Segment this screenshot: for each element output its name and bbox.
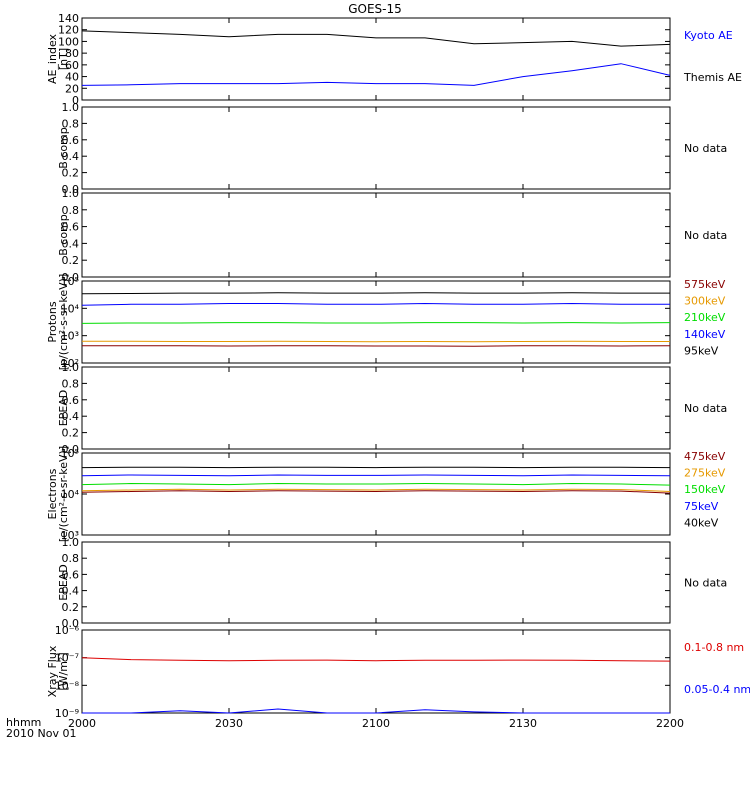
legend-entry: 210keV bbox=[684, 311, 726, 324]
y-axis-label: [e/(cm²-s-sr-keV)] bbox=[57, 446, 70, 542]
y-tick-label: 120 bbox=[58, 24, 79, 37]
legend-entry: 150keV bbox=[684, 483, 726, 496]
panel-4: 10²10³10⁴10⁵Protons[p/(cm²-s-sr-keV)]575… bbox=[46, 274, 726, 371]
y-axis-label: [nT] bbox=[57, 48, 70, 70]
y-tick-label: 20 bbox=[65, 82, 79, 95]
page-title: GOES-15 bbox=[348, 2, 402, 16]
y-axis-label: B comp bbox=[57, 127, 70, 169]
y-axis-label: [W/m²] bbox=[57, 652, 70, 690]
x-tick-label: 2030 bbox=[215, 717, 243, 730]
legend-entry: 75keV bbox=[684, 500, 719, 513]
x-tick-label: 2130 bbox=[509, 717, 537, 730]
series-line-210keV bbox=[82, 323, 670, 324]
series-line-Themis-AE bbox=[82, 31, 670, 46]
y-tick-label: 0.2 bbox=[62, 601, 80, 614]
y-tick-label: 0.8 bbox=[62, 552, 80, 565]
x-tick-label: 2100 bbox=[362, 717, 390, 730]
y-tick-label: 1.0 bbox=[62, 101, 80, 114]
y-tick-label: 1.0 bbox=[62, 536, 80, 549]
series-line-150keV bbox=[82, 484, 670, 486]
panel-frame bbox=[82, 367, 670, 449]
legend-entry: 300keV bbox=[684, 295, 726, 308]
y-tick-label: 40 bbox=[65, 71, 79, 84]
series-line-Kyoto-AE bbox=[82, 64, 670, 86]
panel-frame bbox=[82, 453, 670, 535]
y-tick-label: 140 bbox=[58, 12, 79, 25]
legend-entry: Themis AE bbox=[683, 71, 742, 84]
no-data-label: No data bbox=[684, 402, 727, 415]
no-data-label: No data bbox=[684, 229, 727, 242]
panel-frame bbox=[82, 107, 670, 189]
panel-frame bbox=[82, 193, 670, 277]
legend-entry: 95keV bbox=[684, 344, 719, 357]
x-tick-label: 2200 bbox=[656, 717, 684, 730]
series-line-0-1-0-8-nm bbox=[82, 658, 670, 661]
legend-entry: 575keV bbox=[684, 278, 726, 291]
panel-6: 10³10⁴10⁵Electrons[e/(cm²-s-sr-keV)]475k… bbox=[46, 446, 726, 542]
legend-entry: 40keV bbox=[684, 516, 719, 529]
series-line-95keV bbox=[82, 293, 670, 294]
no-data-label: No data bbox=[684, 142, 727, 155]
y-tick-label: 100 bbox=[58, 35, 79, 48]
y-tick-label: 0.8 bbox=[62, 377, 80, 390]
y-axis-label: [p/(cm²-s-sr-keV)] bbox=[57, 274, 70, 371]
y-axis-label: B comp bbox=[57, 214, 70, 256]
panel-frame bbox=[82, 630, 670, 713]
legend-entry: 140keV bbox=[684, 328, 726, 341]
legend-entry: 475keV bbox=[684, 450, 726, 463]
y-tick-label: 1.0 bbox=[62, 187, 80, 200]
legend-entry: Kyoto AE bbox=[684, 29, 733, 42]
legend-entry: 0.05-0.4 nm bbox=[684, 683, 750, 696]
series-line-575keV bbox=[82, 346, 670, 347]
y-tick-label: 10⁻⁶ bbox=[55, 624, 80, 637]
legend-entry: 0.1-0.8 nm bbox=[684, 641, 744, 654]
y-tick-label: 1.0 bbox=[62, 361, 80, 374]
series-line-475keV bbox=[82, 491, 670, 493]
y-tick-label: 0.2 bbox=[62, 427, 80, 440]
panel-frame bbox=[82, 18, 670, 100]
no-data-label: No data bbox=[684, 577, 727, 590]
date-label: 2010 Nov 01 bbox=[6, 727, 76, 740]
series-line-140keV bbox=[82, 304, 670, 306]
y-axis-label: EPEAD bbox=[57, 390, 70, 427]
y-axis-label: EPEAD bbox=[57, 564, 70, 601]
series-line-75keV bbox=[82, 475, 670, 476]
panel-frame bbox=[82, 542, 670, 623]
legend-entry: 275keV bbox=[684, 467, 726, 480]
